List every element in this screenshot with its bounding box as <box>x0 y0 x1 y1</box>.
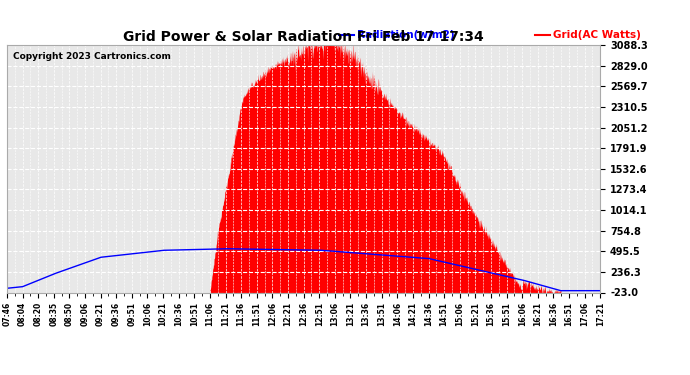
Text: Grid(AC Watts): Grid(AC Watts) <box>553 30 641 40</box>
Text: Radiation(w/m2): Radiation(w/m2) <box>357 30 455 40</box>
Text: Copyright 2023 Cartronics.com: Copyright 2023 Cartronics.com <box>13 53 170 62</box>
Title: Grid Power & Solar Radiation Fri Feb 17 17:34: Grid Power & Solar Radiation Fri Feb 17 … <box>124 30 484 44</box>
